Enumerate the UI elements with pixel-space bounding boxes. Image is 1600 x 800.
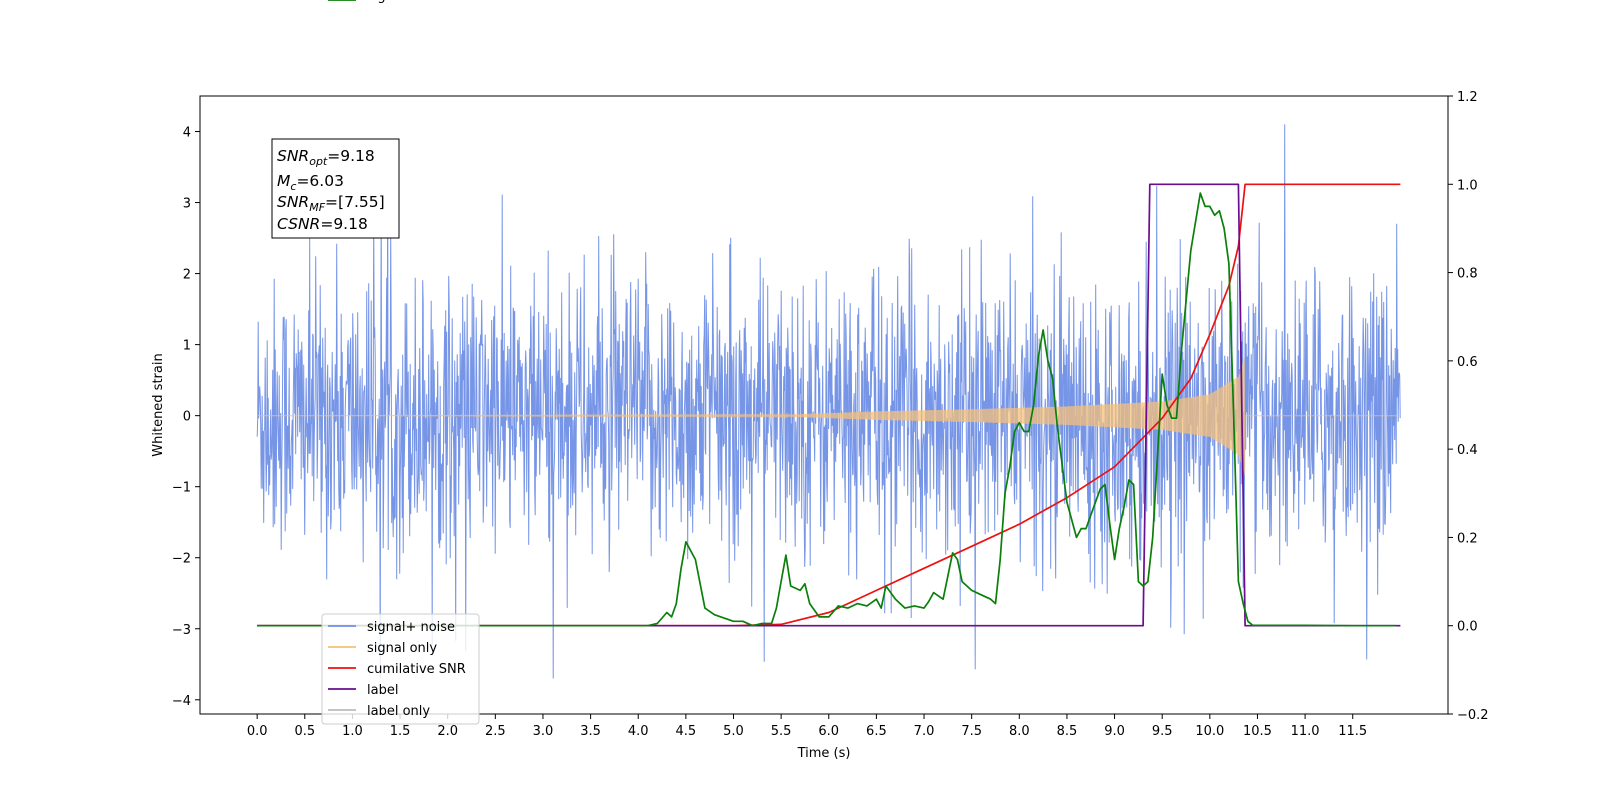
x-tick-label: 7.0 bbox=[914, 724, 935, 739]
x-tick-label: 10.5 bbox=[1243, 724, 1272, 739]
legend-entry-label: signal only bbox=[367, 641, 437, 656]
y-right-axis-ticks: −0.2 0.0 0.2 0.4 0.6 0.8 1.0 1.2 bbox=[1448, 90, 1489, 723]
x-tick-label: 1.0 bbox=[342, 724, 363, 739]
legend-entry-label: cumilative SNR bbox=[367, 662, 466, 677]
series-signal-only-line bbox=[257, 358, 1401, 475]
y-left-tick-label: −1 bbox=[172, 481, 191, 496]
legend-entry-label: signal statistics bbox=[367, 0, 468, 4]
legend-entry-label: label bbox=[367, 683, 398, 698]
legend-entry-label: signal+ noise bbox=[367, 620, 455, 635]
x-tick-label: 4.5 bbox=[676, 724, 697, 739]
y-right-tick-label: 1.0 bbox=[1457, 178, 1478, 193]
x-tick-label: 10.0 bbox=[1195, 724, 1224, 739]
plot-area-frame bbox=[199, 95, 1449, 715]
x-tick-label: 11.5 bbox=[1338, 724, 1367, 739]
x-tick-label: 3.5 bbox=[580, 724, 601, 739]
series-signal-noise-line bbox=[256, 124, 1401, 679]
y-left-tick-label: 1 bbox=[183, 339, 191, 354]
x-tick-label: 0.0 bbox=[247, 724, 268, 739]
annotation-line: Mc=6.03 bbox=[277, 172, 344, 193]
x-tick-label: 5.0 bbox=[723, 724, 744, 739]
annotation-line: SNRMF=[7.55] bbox=[277, 193, 385, 214]
y-left-tick-label: 2 bbox=[183, 268, 191, 283]
y-left-tick-label: 3 bbox=[183, 197, 191, 212]
x-tick-label: 9.0 bbox=[1104, 724, 1125, 739]
y-right-tick-label: 1.2 bbox=[1457, 90, 1478, 105]
y-left-axis-label: Whitened strain bbox=[151, 353, 166, 456]
series-layer bbox=[256, 124, 1401, 679]
x-tick-label: 7.5 bbox=[961, 724, 982, 739]
x-tick-label: 2.0 bbox=[437, 724, 458, 739]
annotation-line: SNRopt=9.18 bbox=[277, 147, 375, 168]
x-tick-label: 8.5 bbox=[1057, 724, 1078, 739]
x-tick-label: 11.0 bbox=[1291, 724, 1320, 739]
y-left-tick-label: 0 bbox=[183, 410, 191, 425]
x-tick-label: 9.5 bbox=[1152, 724, 1173, 739]
x-tick-label: 8.0 bbox=[1009, 724, 1030, 739]
y-right-tick-label: −0.2 bbox=[1457, 708, 1489, 723]
x-tick-label: 5.5 bbox=[771, 724, 792, 739]
x-tick-label: 6.0 bbox=[818, 724, 839, 739]
x-tick-label: 3.0 bbox=[533, 724, 554, 739]
x-tick-label: 4.0 bbox=[628, 724, 649, 739]
x-axis-ticks: 0.0 0.5 1.0 1.5 2.0 2.5 3.0 3.5 4.0 4.5 5.0 5.5 6.0 6… bbox=[247, 714, 1367, 739]
y-left-tick-label: 4 bbox=[183, 126, 191, 141]
x-tick-label: 1.5 bbox=[390, 724, 411, 739]
y-right-tick-label: 0.4 bbox=[1457, 443, 1478, 458]
y-right-tick-label: 0.0 bbox=[1457, 620, 1478, 635]
y-right-tick-label: 0.6 bbox=[1457, 355, 1478, 370]
y-left-tick-label: −4 bbox=[172, 694, 191, 709]
y-left-axis-ticks: −4 −3 −2 −1 0 1 2 3 4 bbox=[172, 126, 200, 709]
y-left-tick-label: −3 bbox=[172, 623, 191, 638]
y-right-tick-label: 0.2 bbox=[1457, 531, 1478, 546]
x-tick-label: 6.5 bbox=[866, 724, 887, 739]
legend: signal+ noise signal only cumilative SNR la… bbox=[321, 0, 480, 725]
legend-frame bbox=[321, 613, 480, 725]
y-right-tick-label: 0.8 bbox=[1457, 267, 1478, 282]
legend-entry-label: label only bbox=[367, 704, 430, 719]
y-left-tick-label: −2 bbox=[172, 552, 191, 567]
x-axis-label: Time (s) bbox=[797, 746, 851, 761]
x-tick-label: 0.5 bbox=[294, 724, 315, 739]
series-signal-statistics-line bbox=[257, 192, 1396, 627]
annotation-line: CSNR=9.18 bbox=[277, 215, 368, 233]
x-tick-label: 2.5 bbox=[485, 724, 506, 739]
